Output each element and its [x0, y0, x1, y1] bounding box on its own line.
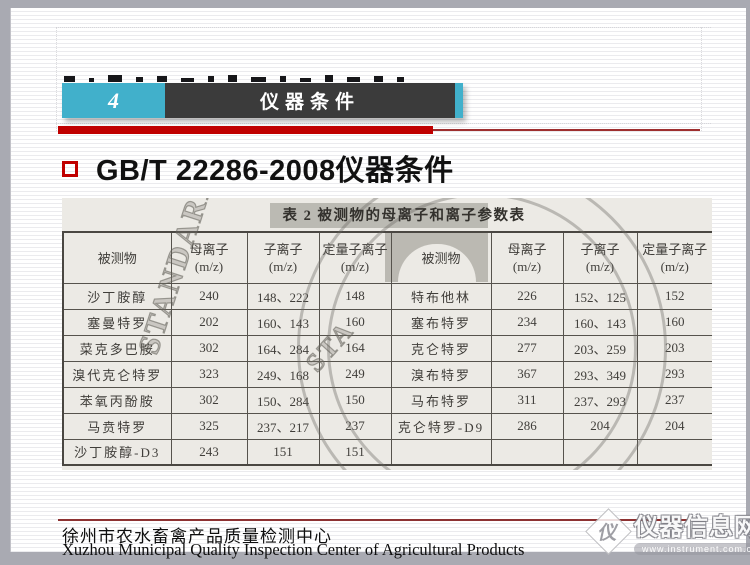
banner-accent-sliver [455, 83, 463, 118]
site-name: 仪器信息网 [634, 514, 750, 541]
red-square-bullet-icon [62, 161, 78, 177]
instrument-site-watermark: 仪 仪器信息网 www.instrument.com.cn [585, 503, 750, 559]
table-cell: 302 [170, 334, 248, 362]
table-cell [636, 438, 712, 466]
section-title: 仪器条件 [165, 83, 455, 118]
table-cell: 151 [246, 438, 320, 466]
placeholder-guide-bottom [56, 123, 711, 124]
slide-heading: GB/T 22286-2008仪器条件 [62, 147, 454, 189]
site-logo-icon: 仪 [585, 507, 632, 555]
table-cell: 237、217 [246, 412, 320, 440]
footer-divider [58, 519, 700, 521]
table-caption: 表 2 被测物的母离子和离子参数表 [282, 208, 526, 224]
table-cell: 243 [170, 438, 248, 466]
placeholder-guide-right [701, 27, 702, 131]
slide-title: GB/T 22286-2008仪器条件 [96, 155, 454, 187]
table-cell: 溴代克仑特罗 [62, 360, 172, 388]
table-cell: 323 [170, 360, 248, 388]
scanned-standard-table: STANDARD STA 表 2 被测物的母离子和离子参数表 被测物 母离子 (… [62, 198, 712, 470]
table-cell: 菜克多巴胺 [62, 334, 172, 362]
obscured-text-fragments [64, 74, 448, 82]
red-accent-line [433, 129, 700, 131]
table-cell: 塞曼特罗 [62, 308, 172, 336]
col-daughter-ion-left: 子离子 (m/z) [246, 231, 320, 284]
red-accent-bar [58, 126, 433, 134]
stamp-circle-outer [297, 198, 667, 470]
table-cell: 302 [170, 386, 248, 414]
table-cell: 苯氧丙酚胺 [62, 386, 172, 414]
footer-org-english: Xuzhou Municipal Quality Inspection Cent… [62, 540, 525, 559]
table-cell: 202 [170, 308, 248, 336]
table-cell: 240 [170, 282, 248, 310]
placeholder-guide-left [56, 27, 57, 131]
table-cell: 马贲特罗 [62, 412, 172, 440]
table-cell: 325 [170, 412, 248, 440]
site-url: www.instrument.com.cn [634, 543, 750, 555]
table-cell: 沙丁胺醇-D3 [62, 438, 172, 466]
section-number: 4 [62, 83, 165, 118]
section-banner: 4 仪器条件 [62, 83, 463, 118]
placeholder-guide-top [56, 27, 711, 28]
footer-org-chinese: 徐州市农水畜禽产品质量检测中心 [62, 527, 332, 546]
